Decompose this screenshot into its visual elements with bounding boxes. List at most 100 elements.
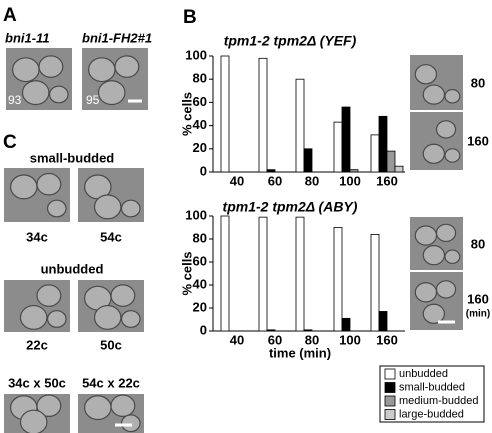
- bar: [333, 121, 343, 173]
- bar: [303, 329, 313, 332]
- legend-label: small-budded: [399, 381, 465, 393]
- time-label: 160: [467, 133, 489, 148]
- bar: [266, 169, 276, 173]
- cell: [46, 199, 67, 218]
- bar: [341, 317, 351, 332]
- count-label: 93: [8, 93, 22, 107]
- cell: [36, 394, 62, 417]
- cell: [120, 414, 141, 433]
- micrographs: [4, 48, 463, 433]
- cell: [97, 80, 126, 106]
- cell: [48, 85, 69, 104]
- x-tick-label: 160: [376, 173, 398, 188]
- cell: [422, 143, 446, 164]
- cell-label: 22c: [26, 337, 48, 352]
- cell: [435, 120, 457, 139]
- cell: [435, 280, 457, 299]
- x-axis-label: time (min): [269, 345, 331, 360]
- cell: [36, 172, 62, 196]
- group-title: unbudded: [41, 261, 104, 276]
- x-tick-label: 80: [305, 173, 319, 188]
- cell: [414, 225, 438, 246]
- cell: [19, 409, 48, 433]
- cell: [19, 304, 48, 330]
- cell: [414, 282, 438, 303]
- cell-label: 34c x 50c: [8, 375, 66, 390]
- cell: [36, 284, 62, 307]
- y-tick-label: 60: [193, 94, 207, 109]
- x-tick-label: 60: [268, 173, 282, 188]
- chart-title: tpm1-2 tpm2Δ (YEF): [224, 33, 357, 49]
- cell: [444, 88, 461, 104]
- cell: [88, 57, 116, 83]
- cell: [422, 303, 446, 324]
- x-tick-label: 160: [376, 332, 398, 347]
- y-tick-label: 0: [200, 163, 207, 178]
- bar: [370, 233, 380, 332]
- y-tick-label: 100: [185, 207, 207, 222]
- bar: [341, 106, 351, 173]
- legend-swatch: [384, 368, 396, 380]
- cell: [120, 310, 141, 328]
- strain-label: bni1-11: [5, 30, 50, 45]
- group-title: small-budded: [30, 150, 115, 165]
- bar: [303, 148, 313, 173]
- cell: [444, 249, 461, 265]
- cell: [110, 284, 136, 307]
- cell-label: 50c: [100, 337, 122, 352]
- time-unit: (min): [466, 309, 490, 320]
- bar: [266, 329, 276, 332]
- bar: [378, 115, 388, 173]
- count-label: 95: [86, 93, 100, 107]
- panel-label: B: [183, 7, 197, 28]
- bar: [295, 78, 305, 173]
- cell: [422, 245, 446, 266]
- legend-swatch: [384, 409, 396, 420]
- cell: [21, 80, 50, 106]
- bar: [370, 134, 380, 173]
- cell-label: 54c x 22c: [82, 375, 140, 390]
- strain-label: bni1-FH2#1: [82, 30, 152, 45]
- x-tick-label: 40: [230, 173, 244, 188]
- bar: [258, 57, 268, 173]
- legend-swatch: [384, 395, 396, 407]
- y-axis-label: % cells: [179, 251, 194, 295]
- bar: [333, 227, 343, 332]
- cell: [11, 57, 40, 83]
- bar: [258, 216, 268, 332]
- y-tick-label: 20: [193, 140, 207, 155]
- bar: [378, 311, 388, 332]
- cell: [114, 55, 140, 78]
- y-tick-label: 80: [193, 71, 207, 86]
- y-axis-label: % cells: [179, 92, 194, 136]
- cell: [414, 64, 438, 85]
- cell: [422, 84, 446, 105]
- cell-label: 34c: [26, 229, 48, 244]
- cell: [46, 310, 67, 328]
- bar: [386, 150, 396, 173]
- y-tick-label: 20: [193, 299, 207, 314]
- y-tick-label: 80: [193, 230, 207, 245]
- cell: [110, 394, 136, 417]
- cell: [93, 194, 122, 220]
- bar: [220, 215, 230, 332]
- legend-label: large-budded: [399, 408, 464, 420]
- x-tick-label: 100: [339, 173, 361, 188]
- cell: [120, 199, 141, 218]
- legend-label: medium-budded: [399, 395, 479, 407]
- x-tick-label: 80: [305, 332, 319, 347]
- cell: [93, 304, 122, 330]
- x-tick-label: 100: [339, 332, 361, 347]
- cell: [435, 223, 457, 243]
- y-tick-label: 100: [185, 47, 207, 62]
- panel-label: A: [3, 5, 17, 26]
- cell-label: 54c: [100, 229, 122, 244]
- cell: [38, 55, 64, 78]
- chart-title: tpm1-2 tpm2Δ (ABY): [223, 199, 358, 215]
- y-tick-label: 40: [193, 117, 207, 132]
- cell: [9, 174, 38, 200]
- bar: [349, 169, 359, 173]
- bar: [220, 55, 230, 173]
- bar: [295, 216, 305, 332]
